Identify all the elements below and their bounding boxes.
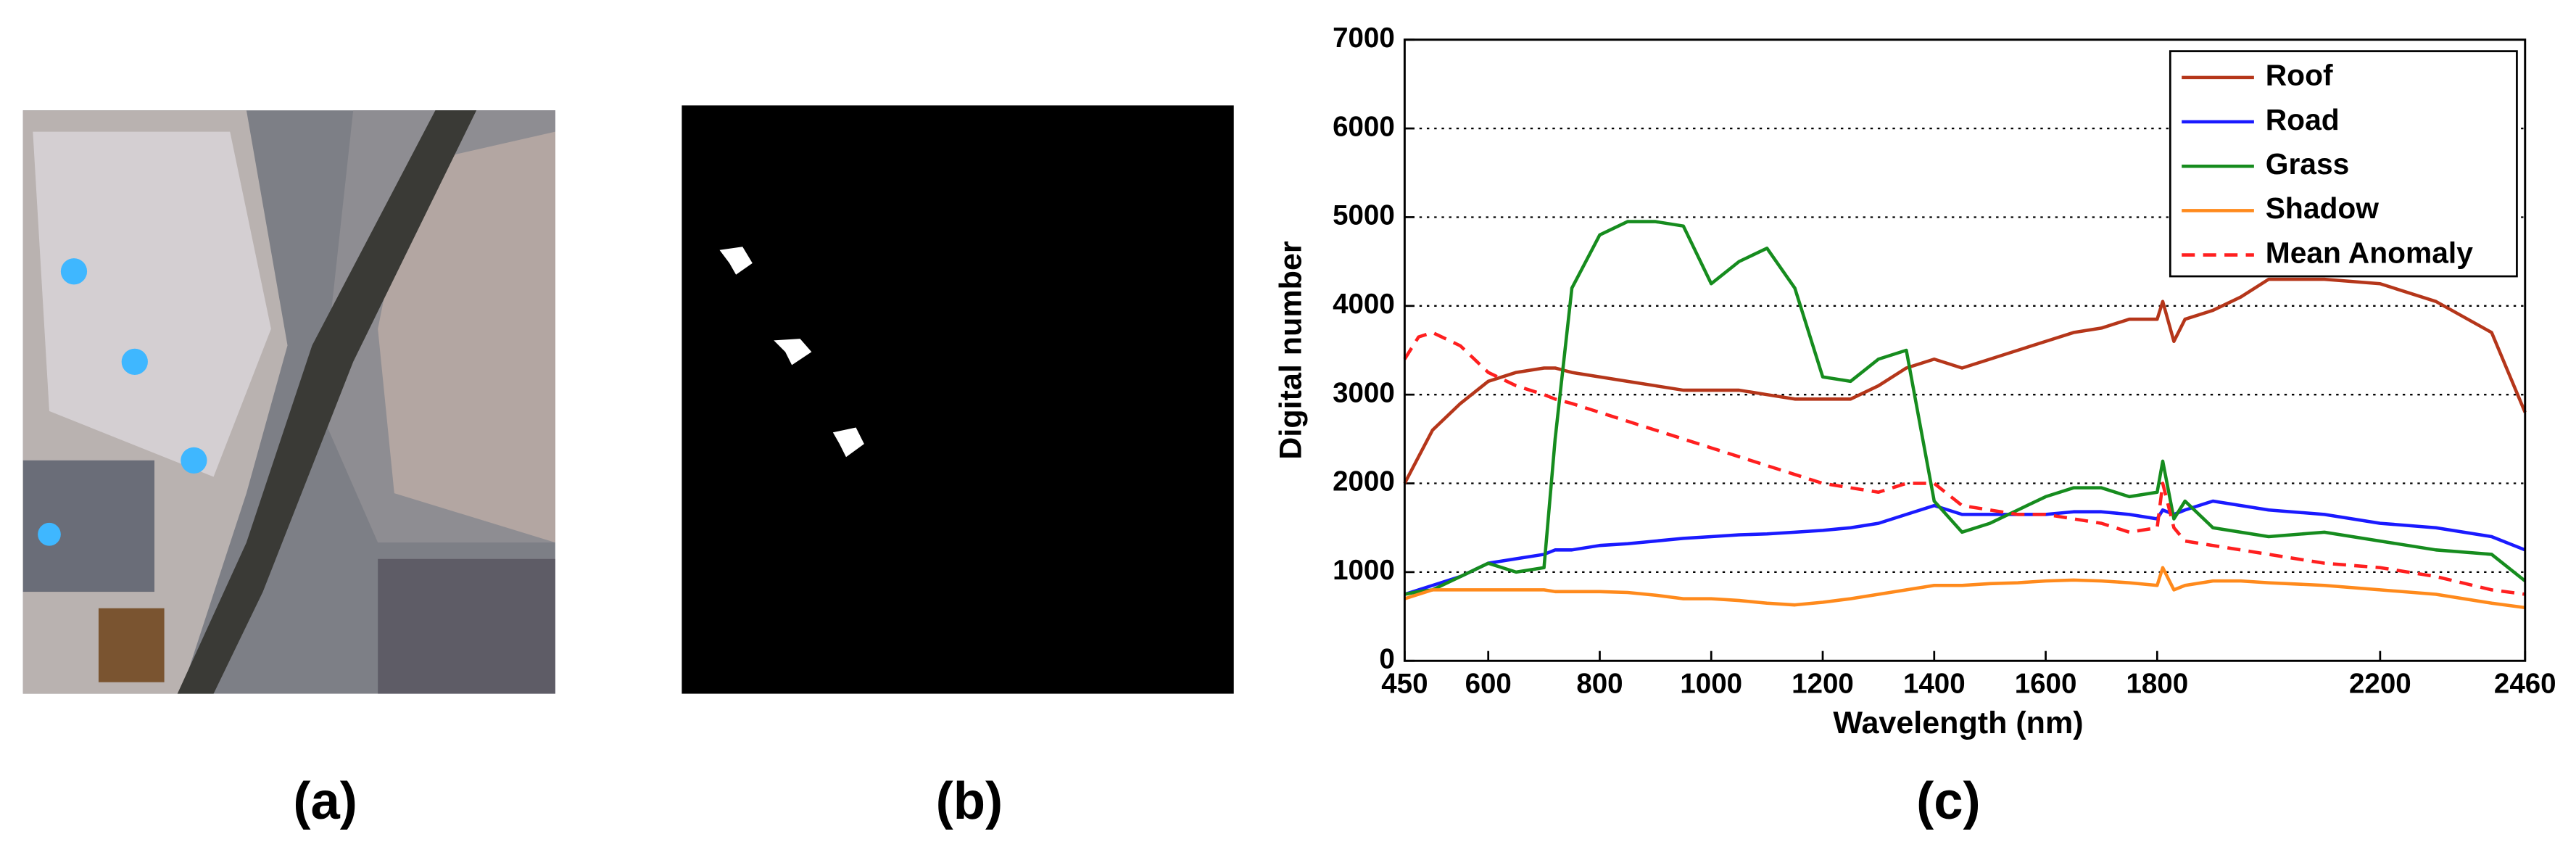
y-tick-label: 6000: [1333, 111, 1395, 142]
x-tick-label: 1800: [2126, 668, 2188, 699]
x-tick-label: 2200: [2349, 668, 2411, 699]
y-tick-label: 7000: [1333, 22, 1395, 54]
legend-label: Roof: [2266, 59, 2333, 92]
panel-label: (b): [936, 772, 1003, 830]
legend-label: Shadow: [2266, 191, 2380, 225]
x-tick-label: 800: [1576, 668, 1623, 699]
x-tick-label: 450: [1381, 668, 1428, 699]
legend-box: [2169, 50, 2518, 278]
y-tick-label: 1000: [1333, 555, 1395, 586]
detection-map: [682, 105, 1234, 694]
legend-label: Mean Anomaly: [2266, 236, 2474, 269]
x-tick-label: 600: [1465, 668, 1512, 699]
x-tick-label: 1600: [2015, 668, 2077, 699]
x-tick-label: 1000: [1680, 668, 1742, 699]
x-axis-label: Wavelength (nm): [1833, 706, 2083, 740]
series-line: [1404, 566, 2526, 610]
y-tick-label: 5000: [1333, 200, 1395, 231]
panel-label: (a): [293, 772, 357, 830]
x-tick-label: 1200: [1792, 668, 1854, 699]
legend-label: Grass: [2266, 147, 2350, 181]
series-line: [1404, 220, 2527, 596]
panel-label: (c): [1916, 772, 1981, 830]
series-line: [1404, 499, 2526, 596]
plot-frame: [1403, 38, 2527, 662]
x-tick-label: 1400: [1903, 668, 1966, 699]
aerial-image: [22, 110, 555, 694]
legend-label: Road: [2266, 103, 2340, 136]
y-axis-label: Digital number: [1274, 241, 1309, 460]
series-line: [1403, 277, 2527, 484]
series-line: [1403, 331, 2526, 596]
x-tick-label: 2460: [2494, 668, 2556, 699]
y-tick-label: 0: [1379, 643, 1394, 674]
y-tick-label: 2000: [1333, 466, 1395, 497]
y-tick-label: 4000: [1333, 289, 1395, 320]
y-tick-label: 3000: [1333, 377, 1395, 408]
